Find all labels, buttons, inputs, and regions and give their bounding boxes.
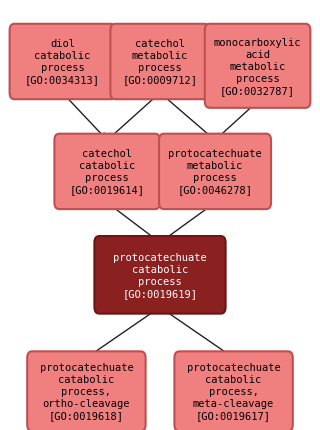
FancyBboxPatch shape: [174, 352, 293, 430]
Text: catechol
metabolic
process
[GO:0009712]: catechol metabolic process [GO:0009712]: [123, 40, 197, 85]
FancyBboxPatch shape: [94, 237, 226, 314]
Text: protocatechuate
catabolic
process
[GO:0019619]: protocatechuate catabolic process [GO:00…: [113, 252, 207, 298]
Text: protocatechuate
catabolic
process,
meta-cleavage
[GO:0019617]: protocatechuate catabolic process, meta-…: [187, 362, 280, 420]
FancyBboxPatch shape: [205, 25, 310, 108]
Text: protocatechuate
metabolic
process
[GO:0046278]: protocatechuate metabolic process [GO:00…: [168, 149, 262, 195]
Text: protocatechuate
catabolic
process,
ortho-cleavage
[GO:0019618]: protocatechuate catabolic process, ortho…: [40, 362, 133, 420]
FancyBboxPatch shape: [54, 134, 160, 210]
FancyBboxPatch shape: [110, 25, 210, 100]
Text: catechol
catabolic
process
[GO:0019614]: catechol catabolic process [GO:0019614]: [70, 149, 145, 195]
FancyBboxPatch shape: [27, 352, 146, 430]
Text: diol
catabolic
process
[GO:0034313]: diol catabolic process [GO:0034313]: [25, 40, 100, 85]
Text: monocarboxylic
acid
metabolic
process
[GO:0032787]: monocarboxylic acid metabolic process [G…: [214, 38, 301, 95]
FancyBboxPatch shape: [159, 134, 271, 210]
FancyBboxPatch shape: [10, 25, 115, 100]
